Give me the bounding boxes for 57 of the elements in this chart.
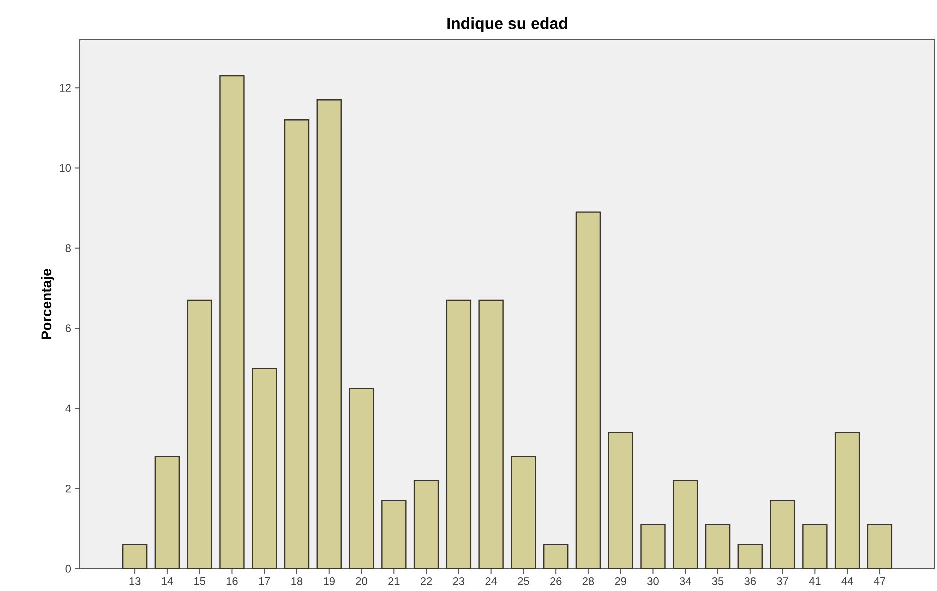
x-tick-label: 35: [712, 578, 724, 586]
bar: [382, 500, 406, 569]
bar: [123, 544, 148, 569]
x-tick-label: 28: [582, 578, 594, 586]
bar: [252, 368, 277, 569]
x-tick-label: 15: [194, 578, 206, 586]
x-tick-label: 25: [518, 578, 530, 586]
bar: [188, 300, 212, 569]
bar: [867, 524, 893, 569]
bar: [641, 524, 666, 569]
y-tick-label: 2: [66, 485, 71, 493]
bar: [706, 524, 730, 569]
y-tick-label: 10: [60, 164, 72, 172]
x-tick-label: 19: [324, 578, 335, 586]
x-tick-label: 16: [226, 578, 238, 586]
x-tick-label: 18: [292, 578, 303, 586]
x-tick-label: 36: [744, 578, 756, 586]
bar: [414, 480, 439, 569]
x-tick-label: 44: [842, 578, 854, 586]
x-tick-label: 14: [162, 578, 174, 586]
x-tick-label: 29: [615, 578, 626, 586]
chart-title: Indique su edad: [448, 18, 568, 32]
bar: [738, 544, 762, 569]
bar: [284, 120, 309, 569]
x-tick-label: 26: [550, 578, 562, 586]
bar: [576, 212, 600, 569]
x-tick-label: 34: [680, 578, 692, 586]
x-tick-label: 17: [259, 578, 270, 586]
x-tick-label: 13: [130, 578, 141, 586]
bar: [479, 300, 504, 569]
y-tick-label: 12: [60, 84, 71, 92]
x-tick-label: 22: [420, 578, 432, 586]
bar: [220, 76, 244, 569]
x-tick-label: 21: [388, 578, 400, 586]
bar: [512, 456, 536, 569]
x-tick-label: 23: [453, 578, 465, 586]
bar: [155, 456, 180, 569]
y-axis-title: Porcentaje: [41, 269, 54, 340]
bar: [317, 100, 342, 569]
bar: [770, 500, 795, 569]
bar: [544, 544, 568, 569]
x-tick-label: 47: [874, 578, 886, 586]
x-tick-label: 30: [648, 578, 659, 586]
x-tick-label: 37: [777, 578, 788, 586]
bar: [803, 524, 828, 569]
y-tick-label: 6: [66, 324, 71, 332]
bar: [836, 432, 860, 569]
bar: [608, 432, 633, 569]
x-tick-label: 41: [809, 578, 821, 586]
bar: [446, 300, 471, 569]
bar: [674, 480, 698, 569]
y-tick-label: 8: [66, 244, 71, 252]
y-tick-label: 0: [66, 565, 72, 573]
y-tick-label: 4: [66, 404, 72, 412]
bar: [350, 388, 374, 569]
x-tick-label: 24: [486, 578, 498, 586]
x-tick-label: 20: [356, 578, 368, 586]
